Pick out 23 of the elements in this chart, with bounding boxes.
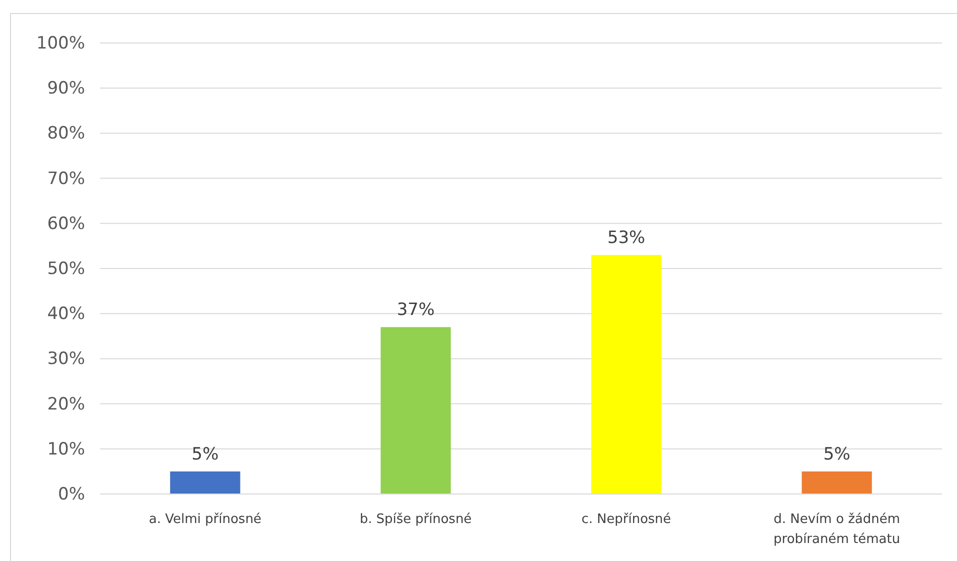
data-label: 37% <box>396 300 435 320</box>
y-tick-label: 0% <box>58 484 85 504</box>
bar <box>802 471 872 494</box>
y-tick-label: 50% <box>47 258 85 279</box>
x-tick-label: c. Nepřínosné <box>582 512 672 527</box>
y-tick-label: 70% <box>47 168 85 189</box>
y-tick-label: 80% <box>47 124 85 144</box>
y-tick-label: 20% <box>47 394 85 414</box>
bar <box>170 471 240 494</box>
y-tick-label: 10% <box>47 439 85 460</box>
bar <box>591 254 662 494</box>
data-label: 5% <box>192 444 219 464</box>
x-tick-label: b. Spíše přínosné <box>360 512 472 527</box>
y-tick-label: 60% <box>47 214 85 234</box>
x-tick-label: d. Nevím o žádném probíraném tématu <box>774 512 900 547</box>
x-tick-label: a. Velmi přínosné <box>148 512 262 527</box>
data-label: 5% <box>823 444 850 464</box>
y-tick-label: 40% <box>47 304 85 324</box>
y-tick-label: 100% <box>36 33 85 54</box>
bar <box>380 327 451 494</box>
data-label: 53% <box>607 228 646 248</box>
y-tick-label: 90% <box>47 78 85 99</box>
y-tick-label: 30% <box>47 349 85 370</box>
